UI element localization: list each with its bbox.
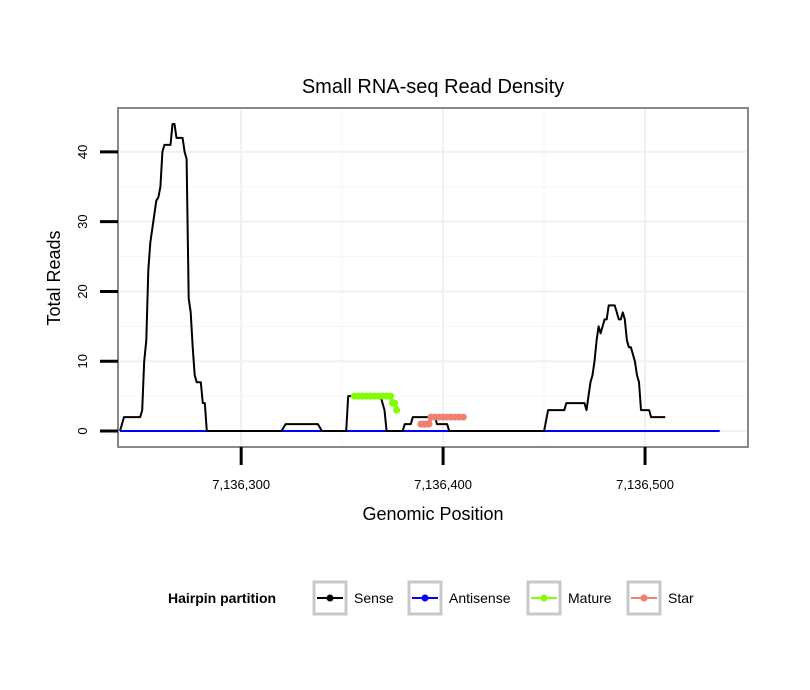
x-axis: 7,136,300 7,136,400 7,136,500 <box>212 447 674 492</box>
x-tick-label: 7,136,300 <box>212 477 270 492</box>
series-line-sense <box>119 123 666 432</box>
legend-label-star: Star <box>668 590 694 606</box>
x-tick-label: 7,136,400 <box>414 477 472 492</box>
series-layer <box>119 123 720 432</box>
y-tick-label: 30 <box>75 214 90 228</box>
x-axis-title: Genomic Position <box>362 504 503 524</box>
y-axis: 0 10 20 30 40 <box>75 145 118 435</box>
legend-key-point-star <box>640 594 648 602</box>
x-tick-label: 7,136,500 <box>616 477 674 492</box>
y-tick-label: 10 <box>75 354 90 368</box>
legend-label-antisense: Antisense <box>449 590 511 606</box>
data-point-mature <box>387 392 395 400</box>
data-point-star <box>459 413 467 421</box>
data-point-star <box>425 420 433 428</box>
chart-title: Small RNA-seq Read Density <box>302 76 564 98</box>
legend-label-mature: Mature <box>568 590 612 606</box>
legend-title: Hairpin partition <box>168 590 276 606</box>
plot-panel <box>117 107 749 448</box>
legend-key-point-mature <box>540 594 548 602</box>
y-tick-label: 20 <box>75 284 90 298</box>
data-point-mature <box>393 406 401 414</box>
y-axis-title: Total Reads <box>44 230 64 325</box>
legend-key-point-antisense <box>421 594 429 602</box>
data-point-mature <box>391 399 399 407</box>
legend-label-sense: Sense <box>354 590 394 606</box>
y-tick-label: 0 <box>75 427 90 434</box>
legend: Hairpin partition Sense Antisense Mature St… <box>168 580 694 616</box>
y-tick-label: 40 <box>75 145 90 159</box>
legend-key-point-sense <box>326 594 334 602</box>
